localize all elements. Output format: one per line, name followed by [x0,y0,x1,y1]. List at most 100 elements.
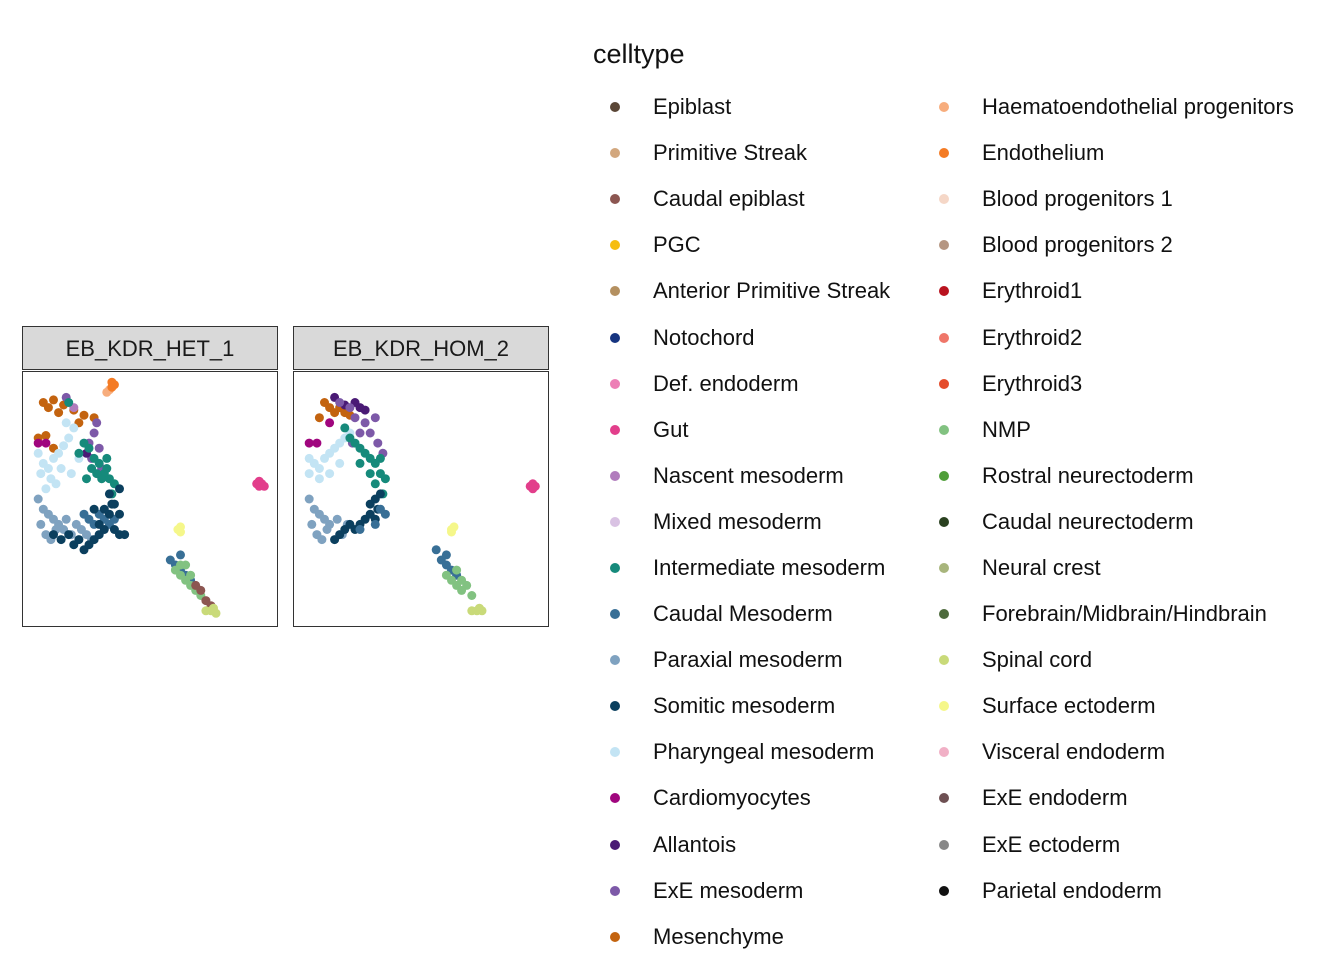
legend-key-dot [610,885,620,896]
legend-label: Neural crest [982,554,1101,580]
data-point [66,469,76,479]
legend-item: Notochord [593,314,890,360]
data-point [365,499,375,509]
legend-label: Forebrain/Midbrain/Hindbrain [982,601,1267,627]
data-point [94,458,104,468]
data-point [441,560,451,570]
data-point [365,428,375,438]
data-point [370,413,380,423]
legend-label: Erythroid2 [982,324,1083,350]
legend-key-dot [610,931,620,942]
data-point [181,560,191,570]
legend-label: Notochord [653,324,755,350]
legend-item: Mesenchyme [593,914,890,960]
legend-label: Blood progenitors 1 [982,186,1173,212]
legend-key-dot [610,148,620,159]
data-point [365,469,375,479]
legend-key-dot [610,378,620,389]
data-point [115,509,124,519]
legend-item: ExE mesoderm [593,868,890,914]
data-point [452,565,462,575]
facet-panel-border [22,371,278,627]
legend-label: Anterior Primitive Streak [653,278,891,304]
legend: celltype Epiblast Primitive Streak Caudal … [593,36,1333,949]
legend-label: Spinal cord [982,647,1093,673]
legend-key-dot [939,793,949,804]
legend-label: Cardiomyocytes [653,785,811,811]
legend-label: Erythroid3 [982,370,1083,396]
facet-strip-label: EB_KDR_HET_1 [66,336,235,361]
facet-strip-background [22,326,278,370]
legend-label: Somitic mesoderm [653,693,836,719]
data-point [304,469,314,479]
legend-key-dot [939,332,949,343]
data-point [474,603,484,613]
legend-item: Spinal cord [922,637,1294,683]
legend-key-dot [939,609,949,620]
data-point [92,418,102,428]
data-point [120,530,130,540]
data-point [64,433,74,443]
legend-item: Pharyngeal mesoderm [593,729,890,775]
data-point [467,591,477,600]
data-point [115,484,124,494]
legend-column-right: Haematoendothelial progenitors Endotheliu… [922,84,1294,914]
data-point [49,530,58,540]
data-point [61,418,71,428]
data-point [94,519,104,529]
data-point [94,443,104,453]
data-point [56,535,66,545]
legend-title: celltype [593,39,685,69]
data-point [74,535,84,545]
legend-item: Gut [593,407,890,453]
legend-key-dot [939,240,949,251]
data-point [33,448,43,458]
legend-item: Parietal endoderm [922,868,1294,914]
legend-label: Visceral endoderm [982,739,1166,765]
data-point [51,479,61,489]
legend-item: Def. endoderm [593,361,890,407]
data-point [87,464,97,473]
legend-key-dot [939,470,949,481]
data-point [79,509,89,519]
data-point [447,527,456,537]
legend-key-dot [939,378,949,389]
legend-label: Haematoendothelial progenitors [982,94,1294,120]
legend-key-dot [939,286,949,297]
legend-item: Surface ectoderm [922,683,1294,729]
legend-label: Caudal Mesoderm [653,601,833,627]
legend-key-dot [610,562,620,573]
data-point [332,514,342,524]
legend-label: Intermediate mesoderm [653,554,886,580]
data-point [254,476,264,486]
data-point [314,464,324,473]
data-point [340,423,350,433]
legend-label: Pharyngeal mesoderm [653,739,875,765]
scatter-points [304,392,540,616]
data-point [380,509,390,519]
data-point [41,431,51,440]
data-point [380,474,390,484]
data-point [209,603,218,613]
legend-label: Allantois [653,831,737,857]
legend-label: Gut [653,416,689,442]
data-point [102,453,112,463]
legend-label: Parietal endoderm [982,877,1162,903]
data-point [107,499,117,509]
data-point [107,377,117,387]
legend-item: Primitive Streak [593,130,890,176]
data-point [64,530,74,540]
legend-item: Neural crest [922,545,1294,591]
legend-label: Def. endoderm [653,370,799,396]
legend-key-dot [939,424,949,435]
legend-label: ExE mesoderm [653,877,804,903]
legend-item: Visceral endoderm [922,729,1294,775]
legend-item: Anterior Primitive Streak [593,268,890,314]
legend-label: Nascent mesoderm [653,462,844,488]
legend-label: Epiblast [653,94,732,120]
legend-key-dot [610,793,620,804]
legend-label: Primitive Streak [653,140,808,166]
data-point [59,441,69,451]
data-point [457,585,467,595]
data-point [89,428,99,438]
